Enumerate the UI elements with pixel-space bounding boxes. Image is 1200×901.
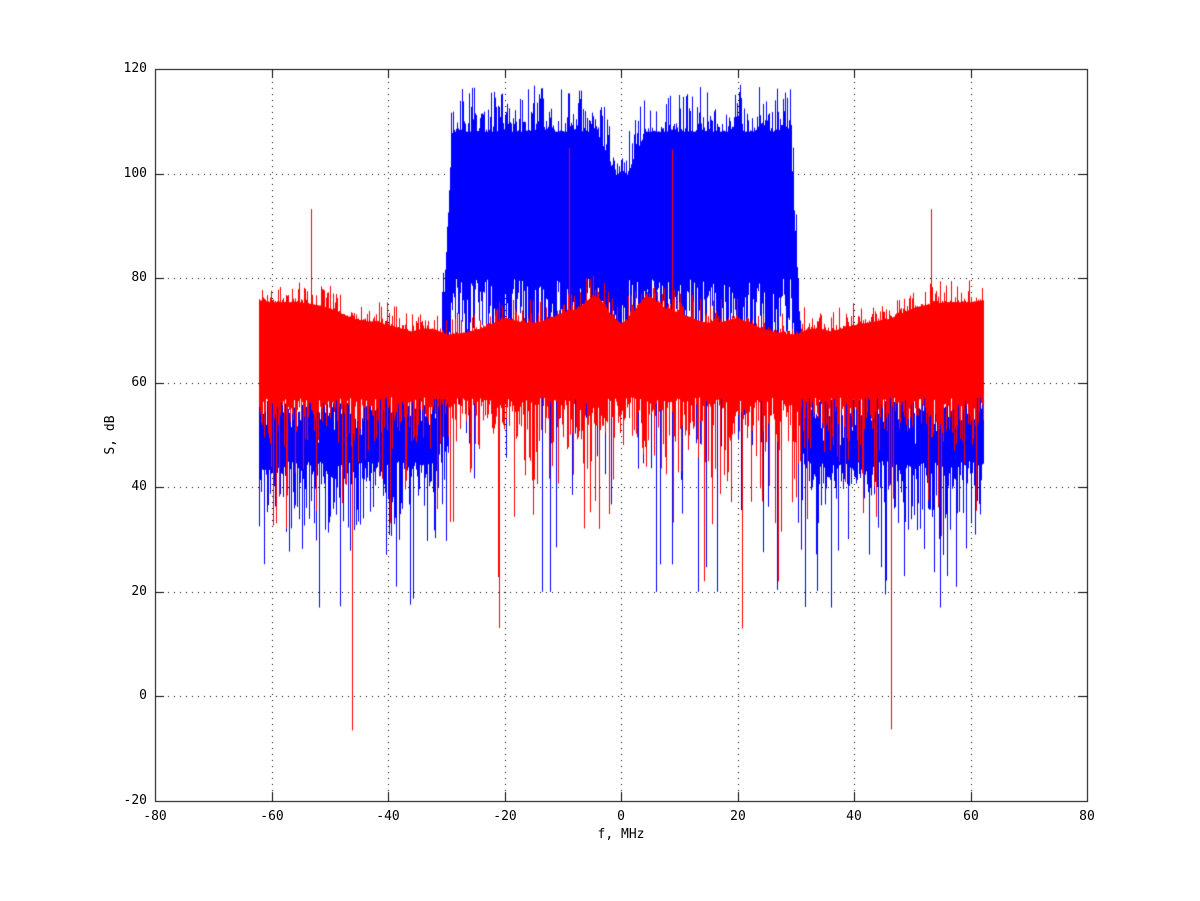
x-tick-label: -80	[143, 809, 167, 824]
x-tick-label: -60	[260, 809, 284, 824]
y-tick-label: 40	[131, 479, 147, 494]
x-tick-label: 80	[1079, 809, 1095, 824]
x-tick-label: 20	[730, 809, 746, 824]
x-tick-label: -20	[493, 809, 517, 824]
x-tick-label: 40	[846, 809, 862, 824]
x-tick-label: 0	[617, 809, 625, 824]
y-tick-label: 80	[131, 270, 147, 285]
y-tick-label: 100	[123, 166, 147, 181]
y-tick-label: 60	[131, 375, 147, 390]
y-tick-label: 0	[139, 688, 147, 703]
y-tick-label: 120	[123, 61, 147, 76]
y-tick-label: -20	[123, 793, 147, 808]
x-tick-label: -40	[376, 809, 400, 824]
y-tick-label: 20	[131, 584, 147, 599]
x-tick-label: 60	[963, 809, 979, 824]
y-axis-title: S, dB	[103, 415, 118, 455]
x-axis-title: f, MHz	[597, 827, 645, 842]
